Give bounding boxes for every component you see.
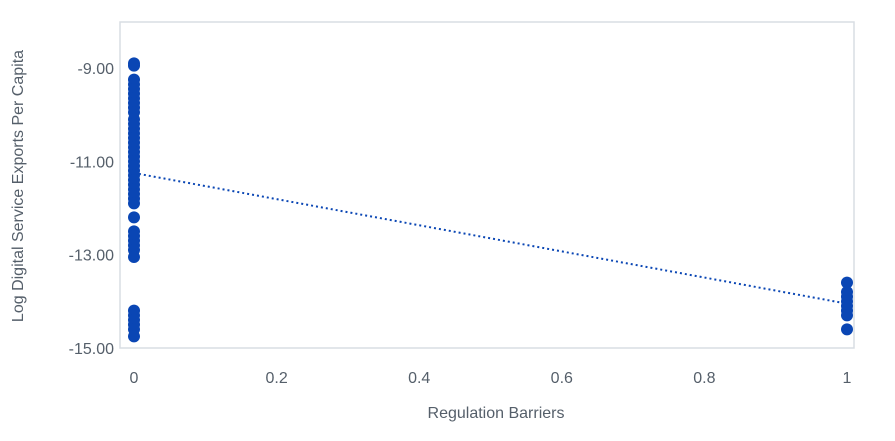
data-point: [128, 330, 140, 343]
data-point: [128, 59, 140, 72]
x-tick-label: 0.6: [551, 370, 573, 387]
data-point: [128, 197, 140, 210]
x-tick-label: 0: [130, 370, 139, 387]
x-tick-label: 0.8: [693, 370, 715, 387]
plot-frame: [119, 21, 855, 349]
x-axis-title: Regulation Barriers: [428, 405, 565, 422]
data-point: [128, 251, 140, 263]
x-tick-label: 0.4: [408, 370, 430, 387]
data-point: [128, 211, 140, 224]
x-tick-label: 0.2: [265, 370, 287, 387]
y-tick-label: -15.00: [69, 341, 114, 358]
data-point: [841, 309, 853, 322]
x-tick-label: 1: [843, 370, 852, 387]
data-point: [841, 276, 853, 289]
data-points: [128, 57, 853, 343]
y-tick-label: -11.00: [70, 154, 114, 171]
y-tick-label: -13.00: [69, 248, 114, 265]
x-axis-ticks: 0 0.2 0.4 0.6 0.8 1: [130, 370, 852, 387]
y-axis-ticks: -15.00 -13.00 -11.00 -9.00: [69, 61, 114, 358]
y-axis-title: Log Digital Service Exports Per Capita: [10, 50, 27, 322]
data-point: [841, 323, 853, 336]
y-tick-label: -9.00: [78, 61, 115, 78]
trendline: [133, 172, 848, 305]
